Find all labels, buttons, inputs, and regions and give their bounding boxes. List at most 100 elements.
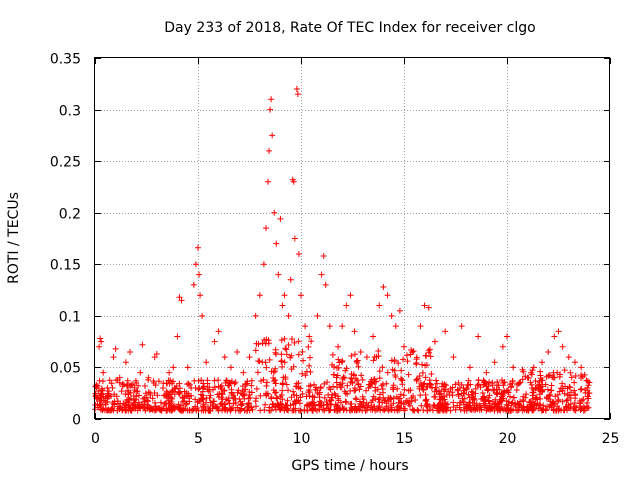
noise-point <box>404 358 411 365</box>
data-point <box>273 240 280 247</box>
data-point <box>539 359 546 366</box>
noise-point <box>554 391 561 398</box>
noise-point <box>288 352 295 359</box>
noise-point <box>307 382 314 389</box>
x-tick-label: 5 <box>194 431 203 447</box>
noise-point <box>457 406 464 413</box>
noise-point <box>157 399 164 406</box>
noise-point <box>211 384 218 391</box>
noise-point <box>224 407 231 414</box>
noise-point <box>413 376 420 383</box>
noise-point <box>498 404 505 411</box>
noise-point <box>326 384 333 391</box>
noise-point <box>425 347 432 354</box>
noise-point <box>247 394 254 401</box>
noise-point <box>244 380 251 387</box>
noise-point <box>363 387 370 394</box>
data-point <box>551 333 558 340</box>
noise-point <box>374 386 381 393</box>
noise-point <box>310 399 317 406</box>
noise-point <box>101 407 108 414</box>
noise-point <box>326 397 333 404</box>
data-point <box>174 333 181 340</box>
noise-point <box>293 397 300 404</box>
noise-point <box>444 404 451 411</box>
noise-point <box>260 376 267 383</box>
noise-point <box>127 405 134 412</box>
noise-point <box>104 398 111 405</box>
noise-point <box>403 397 410 404</box>
noise-point <box>540 402 547 409</box>
data-point <box>196 271 203 278</box>
noise-point <box>584 393 591 400</box>
noise-point <box>428 371 435 378</box>
noise-point <box>281 359 288 366</box>
data-point <box>195 244 201 251</box>
x-tick-label: 10 <box>293 431 311 447</box>
noise-point <box>353 358 360 365</box>
noise-point <box>263 383 270 390</box>
data-point <box>384 292 391 299</box>
noise-point <box>169 395 176 402</box>
noise-point <box>257 392 264 399</box>
noise-point <box>107 406 114 413</box>
noise-point <box>303 402 310 409</box>
noise-point <box>199 388 206 395</box>
noise-point <box>255 341 262 348</box>
noise-point <box>295 338 302 345</box>
noise-point <box>503 401 510 408</box>
noise-point <box>562 403 569 410</box>
noise-point <box>268 395 275 402</box>
noise-point <box>489 380 496 387</box>
data-point <box>584 385 591 392</box>
noise-point <box>270 378 277 385</box>
noise-point <box>456 385 463 392</box>
noise-point <box>219 391 226 398</box>
noise-point <box>426 380 433 387</box>
noise-point <box>282 345 289 352</box>
noise-point <box>551 400 558 407</box>
noise-point <box>395 395 402 402</box>
data-point <box>302 323 309 330</box>
noise-point <box>254 369 261 376</box>
noise-point <box>395 360 402 367</box>
data-point <box>318 271 325 278</box>
noise-point <box>539 386 546 393</box>
noise-point <box>253 385 260 392</box>
noise-point <box>330 383 337 390</box>
data-point <box>425 304 432 311</box>
x-tick-label: 0 <box>91 431 100 447</box>
noise-point <box>545 396 552 403</box>
noise-point <box>462 404 469 411</box>
data-point <box>234 348 241 355</box>
noise-point <box>177 405 184 412</box>
y-tick-label: 0 <box>72 413 81 429</box>
data-point <box>322 281 329 288</box>
noise-point <box>200 380 207 387</box>
noise-point <box>257 407 264 414</box>
noise-point <box>333 374 340 381</box>
noise-point <box>226 406 233 413</box>
data-point <box>499 343 506 350</box>
noise-point <box>432 384 439 391</box>
noise-point <box>371 354 378 361</box>
noise-point <box>278 403 285 410</box>
noise-point <box>171 406 178 413</box>
noise-point <box>422 391 429 398</box>
noise-point <box>559 398 566 405</box>
x-tick-label: 15 <box>396 431 414 447</box>
data-point <box>290 178 297 185</box>
data-point <box>215 328 222 335</box>
noise-point <box>152 406 159 413</box>
noise-point <box>343 365 350 372</box>
noise-point <box>531 400 538 407</box>
noise-point <box>299 370 306 377</box>
noise-point <box>270 369 277 376</box>
noise-point <box>482 398 489 405</box>
data-point <box>458 323 465 330</box>
noise-point <box>92 406 99 413</box>
y-axis-label: ROTI / TECUs <box>6 192 22 284</box>
data-point <box>530 364 537 371</box>
noise-point <box>480 381 487 388</box>
data-point <box>545 348 552 355</box>
